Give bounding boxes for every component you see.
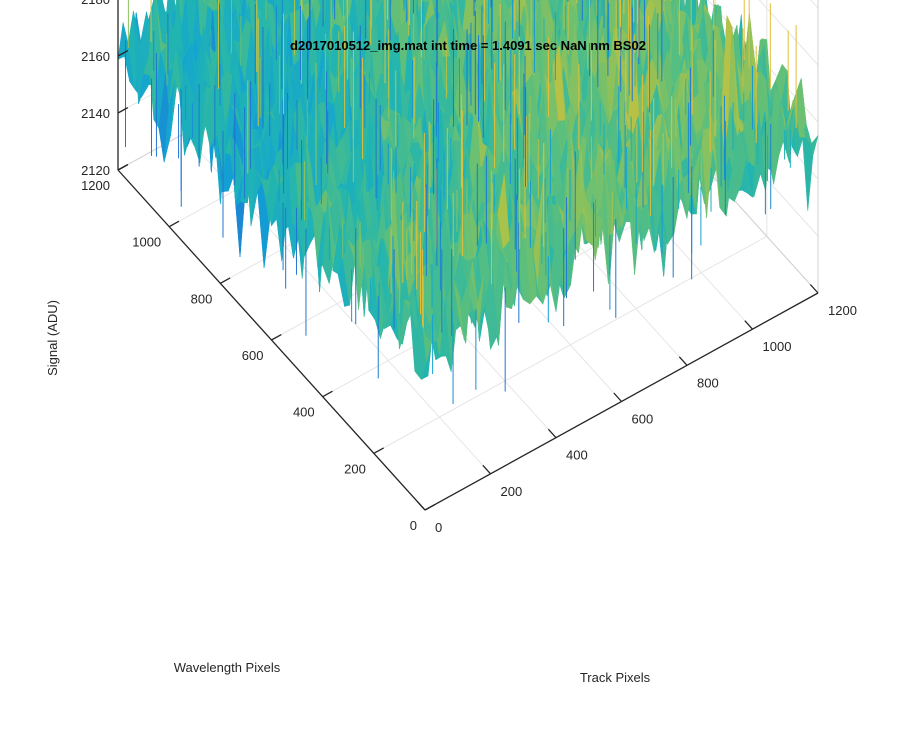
x-tick-mark [482,464,491,475]
y-axis-label: Wavelength Pixels [174,660,281,675]
x-tick-mark [613,392,622,402]
z-tick-label: 2140 [81,106,110,121]
y-tick-label: 1000 [132,235,161,250]
floor-grid-line [373,235,768,454]
x-tick-label: 0 [435,520,442,535]
side-wall-grid-line [758,0,819,66]
x-tick-label: 400 [566,448,588,463]
x-tick-label: 600 [632,412,654,427]
x-tick-mark [678,356,688,366]
z-axis-label: Signal (ADU) [45,300,60,376]
z-tick-mark [117,164,129,171]
y-tick-mark [373,447,384,454]
y-tick-label: 600 [242,348,264,363]
y-tick-mark [220,277,231,284]
y-tick-label: 1200 [81,178,110,193]
y-tick-mark [424,504,436,511]
x-tick-label: 200 [501,484,523,499]
y-tick-label: 200 [344,461,366,476]
x-tick-label: 1000 [763,339,792,354]
y-tick-mark [322,390,333,398]
y-tick-label: 400 [293,405,315,420]
tick-labels: 0 200 400 600 800 1000 1200 0 200 400 600 800 1000 12… [81,0,857,535]
x-tick-mark [547,428,557,439]
x-tick-mark [744,320,753,330]
y-tick-mark [168,220,180,228]
x-axis-label: Track Pixels [580,670,651,685]
y-tick-mark [271,334,282,341]
z-tick-label: 2160 [81,49,110,64]
z-tick-label: 2120 [81,163,110,178]
y-tick-label: 800 [191,291,213,306]
y-tick-label: 0 [410,518,417,533]
x-tick-label: 800 [697,375,719,390]
x-tick-mark [416,501,426,511]
x-tick-label: 1200 [828,303,857,318]
x-tick-mark [809,284,819,294]
surface-patch [419,296,432,362]
z-tick-label: 2180 [81,0,110,7]
axes [117,0,819,511]
z-tick-mark [117,50,129,57]
surface [117,0,819,404]
z-tick-mark [117,107,129,114]
chart-title: d2017010512_img.mat int time = 1.4091 se… [290,38,646,53]
